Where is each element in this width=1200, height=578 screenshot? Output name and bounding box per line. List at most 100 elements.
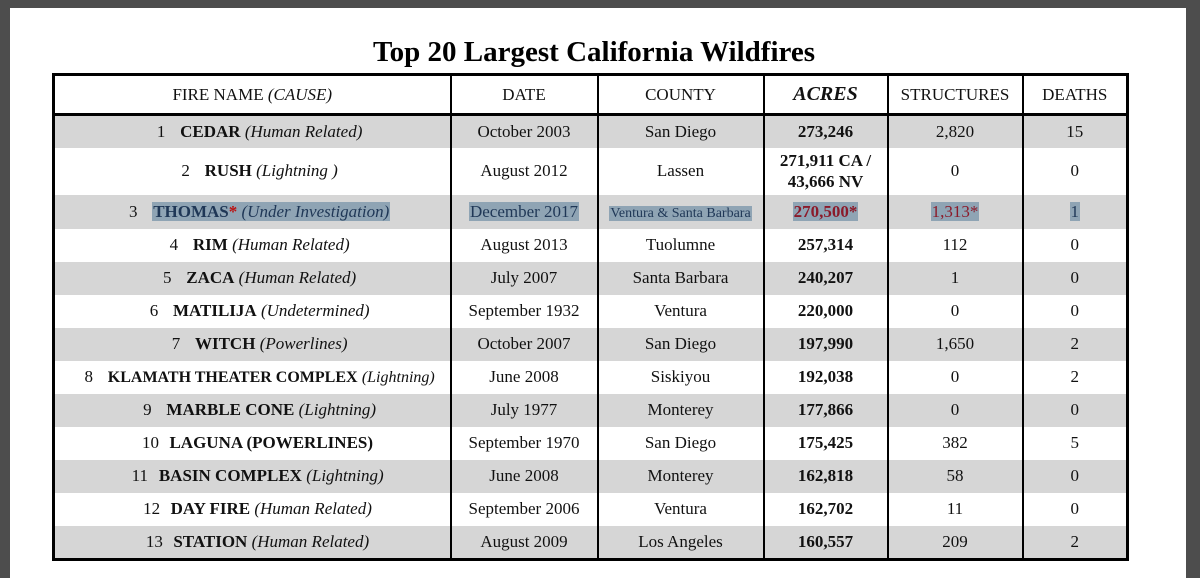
county-cell: Lassen — [596, 147, 765, 195]
table-row-selected: 3 THOMAS* (Under Investigation) December … — [52, 194, 1129, 229]
table-row: 7 WITCH (Powerlines) October 2007 San Die… — [52, 327, 1129, 361]
fire-name-cell: 11 BASIN COMPLEX (Lightning) — [52, 459, 452, 493]
table-row: 6 MATILIJA (Undetermined) September 1932 … — [52, 294, 1129, 328]
deaths-cell: 2 — [1021, 525, 1129, 560]
county-cell: Siskiyou — [596, 360, 765, 394]
county-cell: San Diego — [596, 327, 765, 361]
deaths-cell: 0 — [1021, 393, 1129, 427]
date-cell: October 2007 — [449, 327, 599, 361]
acres-cell: 271,911 CA /43,666 NV — [762, 147, 889, 195]
fire-name-cell: 1 CEDAR (Human Related) — [52, 114, 452, 148]
acres-cell: 177,866 — [762, 393, 889, 427]
structures-cell: 1 — [886, 261, 1024, 295]
header-structures: STRUCTURES — [886, 74, 1024, 116]
table-row: 11 BASIN COMPLEX (Lightning) June 2008 Mo… — [52, 459, 1129, 493]
county-cell: Santa Barbara — [596, 261, 765, 295]
date-cell: June 2008 — [449, 459, 599, 493]
date-cell: December 2017 — [449, 194, 599, 229]
deaths-cell: 0 — [1021, 459, 1129, 493]
acres-cell: 192,038 — [762, 360, 889, 394]
date-cell: September 1970 — [449, 426, 599, 460]
date-cell: September 1932 — [449, 294, 599, 328]
date-cell: July 1977 — [449, 393, 599, 427]
acres-cell: 273,246 — [762, 114, 889, 148]
fire-name-cell: 4 RIM (Human Related) — [52, 228, 452, 262]
date-cell: August 2013 — [449, 228, 599, 262]
deaths-cell: 0 — [1021, 294, 1129, 328]
table-row: 12 DAY FIRE (Human Related) September 200… — [52, 492, 1129, 526]
fire-name-cell: 10 LAGUNA (POWERLINES) — [52, 426, 452, 460]
fire-name-cell: 3 THOMAS* (Under Investigation) — [52, 194, 452, 229]
date-cell: August 2012 — [449, 147, 599, 195]
table-row: 13 STATION (Human Related) August 2009 Lo… — [52, 525, 1129, 560]
table-row: 10 LAGUNA (POWERLINES) September 1970 San… — [52, 426, 1129, 460]
table-row: 8 KLAMATH THEATER COMPLEX (Lightning) Jun… — [52, 360, 1129, 394]
date-cell: September 2006 — [449, 492, 599, 526]
deaths-cell: 0 — [1021, 147, 1129, 195]
header-county: COUNTY — [596, 74, 765, 116]
table-row: 5 ZACA (Human Related) July 2007 Santa Ba… — [52, 261, 1129, 295]
date-cell: August 2009 — [449, 525, 599, 560]
acres-cell: 162,818 — [762, 459, 889, 493]
deaths-cell: 2 — [1021, 327, 1129, 361]
table-row: 1 CEDAR (Human Related) October 2003 San … — [52, 114, 1129, 148]
deaths-cell: 2 — [1021, 360, 1129, 394]
county-cell: Ventura & Santa Barbara — [596, 194, 765, 229]
acres-cell: 197,990 — [762, 327, 889, 361]
deaths-cell: 15 — [1021, 114, 1129, 148]
structures-cell: 0 — [886, 294, 1024, 328]
structures-cell: 382 — [886, 426, 1024, 460]
structures-cell: 2,820 — [886, 114, 1024, 148]
fire-name-cell: 12 DAY FIRE (Human Related) — [52, 492, 452, 526]
table-header-row: FIRE NAME (CAUSE) DATE COUNTY ACRES STRU… — [52, 74, 1129, 116]
fire-name-cell: 7 WITCH (Powerlines) — [52, 327, 452, 361]
table-row: 4 RIM (Human Related) August 2013 Tuolumn… — [52, 228, 1129, 262]
county-cell: Los Angeles — [596, 525, 765, 560]
deaths-cell: 5 — [1021, 426, 1129, 460]
structures-cell: 0 — [886, 360, 1024, 394]
acres-cell: 162,702 — [762, 492, 889, 526]
date-cell: July 2007 — [449, 261, 599, 295]
date-cell: June 2008 — [449, 360, 599, 394]
structures-cell: 112 — [886, 228, 1024, 262]
county-cell: San Diego — [596, 114, 765, 148]
county-cell: Tuolumne — [596, 228, 765, 262]
structures-cell: 0 — [886, 147, 1024, 195]
header-date: DATE — [449, 74, 599, 116]
structures-cell: 209 — [886, 525, 1024, 560]
deaths-cell: 0 — [1021, 228, 1129, 262]
page-title: Top 20 Largest California Wildfires — [372, 36, 816, 68]
acres-cell: 160,557 — [762, 525, 889, 560]
acres-cell: 270,500* — [762, 194, 889, 229]
county-cell: Monterey — [596, 393, 765, 427]
table-row: 2 RUSH (Lightning ) August 2012 Lassen 27… — [52, 147, 1129, 195]
deaths-cell: 0 — [1021, 492, 1129, 526]
acres-cell: 175,425 — [762, 426, 889, 460]
fire-name-cell: 9 MARBLE CONE (Lightning) — [52, 393, 452, 427]
fire-name-cell: 8 KLAMATH THEATER COMPLEX (Lightning) — [52, 360, 452, 394]
table-row: 9 MARBLE CONE (Lightning) July 1977 Monte… — [52, 393, 1129, 427]
structures-cell: 1,313* — [886, 194, 1024, 229]
header-acres: ACRES — [762, 74, 889, 116]
fire-name-cell: 6 MATILIJA (Undetermined) — [52, 294, 452, 328]
county-cell: Monterey — [596, 459, 765, 493]
county-cell: Ventura — [596, 492, 765, 526]
date-cell: October 2003 — [449, 114, 599, 148]
header-deaths: DEATHS — [1021, 74, 1129, 116]
acres-cell: 220,000 — [762, 294, 889, 328]
acres-cell: 257,314 — [762, 228, 889, 262]
fire-name-cell: 2 RUSH (Lightning ) — [52, 147, 452, 195]
structures-cell: 1,650 — [886, 327, 1024, 361]
acres-cell: 240,207 — [762, 261, 889, 295]
county-cell: San Diego — [596, 426, 765, 460]
deaths-cell: 1 — [1021, 194, 1129, 229]
structures-cell: 11 — [886, 492, 1024, 526]
header-fire-name: FIRE NAME (CAUSE) — [52, 74, 452, 116]
county-cell: Ventura — [596, 294, 765, 328]
deaths-cell: 0 — [1021, 261, 1129, 295]
fire-name-cell: 13 STATION (Human Related) — [52, 525, 452, 560]
wildfires-table: FIRE NAME (CAUSE) DATE COUNTY ACRES STRU… — [52, 73, 1129, 561]
structures-cell: 0 — [886, 393, 1024, 427]
fire-name-cell: 5 ZACA (Human Related) — [52, 261, 452, 295]
structures-cell: 58 — [886, 459, 1024, 493]
